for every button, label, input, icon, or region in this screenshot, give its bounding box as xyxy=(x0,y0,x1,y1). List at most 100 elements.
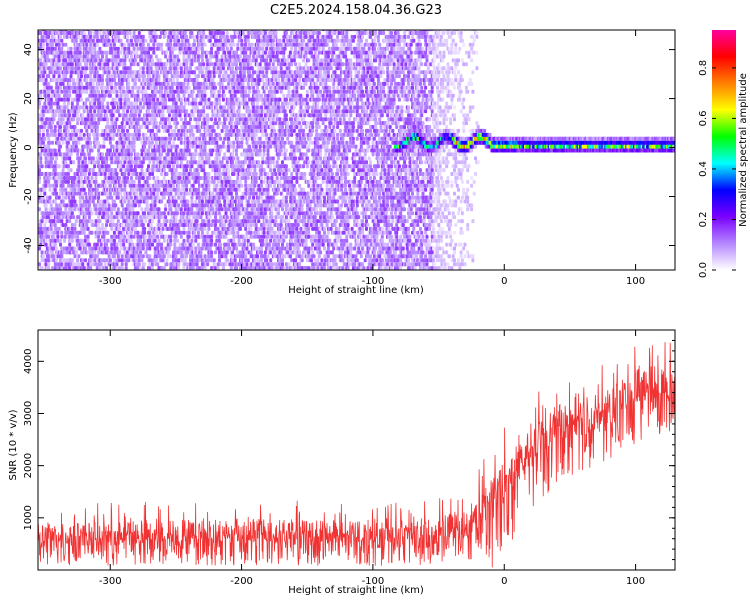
heatmap-cell xyxy=(219,203,223,208)
heatmap-cell xyxy=(102,97,106,102)
heatmap-cell xyxy=(49,230,53,235)
heatmap-cell xyxy=(112,117,116,122)
heatmap-cell xyxy=(132,117,136,122)
heatmap-cell xyxy=(144,50,148,55)
heatmap-cell xyxy=(56,230,60,235)
heatmap-cell xyxy=(207,78,211,82)
heatmap-cell xyxy=(53,242,57,247)
heatmap-cell xyxy=(191,144,195,149)
heatmap-cell xyxy=(217,101,221,106)
heatmap-cell xyxy=(162,211,166,216)
heatmap-cell xyxy=(95,144,99,149)
heatmap-cell xyxy=(216,226,220,231)
heatmap-cell xyxy=(199,215,203,220)
heatmap-cell xyxy=(139,199,143,204)
heatmap-cell xyxy=(227,172,231,176)
heatmap-cell xyxy=(204,187,208,192)
heatmap-cell xyxy=(60,234,64,239)
heatmap-cell xyxy=(120,211,124,216)
heatmap-cell xyxy=(183,258,187,263)
heatmap-cell xyxy=(194,81,198,86)
heatmap-cell xyxy=(175,238,179,243)
heatmap-cell xyxy=(89,109,93,114)
heatmap-cell xyxy=(123,160,127,165)
heatmap-cell xyxy=(64,207,68,212)
heatmap-cell xyxy=(61,195,65,200)
heatmap-cell xyxy=(55,93,59,98)
heatmap-cell xyxy=(56,136,60,141)
heatmap-cell xyxy=(129,132,133,137)
heatmap-cell xyxy=(53,160,57,165)
heatmap-cell xyxy=(128,66,132,71)
heatmap-cell xyxy=(123,66,127,71)
heatmap-cell xyxy=(136,187,140,192)
heatmap-cell xyxy=(77,176,81,180)
heatmap-cell xyxy=(70,132,74,137)
heatmap-cell xyxy=(86,234,90,239)
heatmap-cell xyxy=(106,152,110,157)
heatmap-cell xyxy=(204,199,208,204)
heatmap-cell xyxy=(135,164,139,169)
heatmap-cell xyxy=(212,258,216,263)
heatmap-cell xyxy=(190,207,194,212)
heatmap-cell xyxy=(143,117,147,122)
heatmap-cell xyxy=(157,195,161,200)
heatmap-cell xyxy=(52,183,56,188)
heatmap-cell xyxy=(43,223,47,227)
heatmap-cell xyxy=(157,42,161,47)
heatmap-cell xyxy=(187,42,191,47)
heatmap-cell xyxy=(123,219,127,224)
heatmap-cell xyxy=(141,160,145,165)
heatmap-cell xyxy=(132,46,136,51)
heatmap-cell xyxy=(143,101,147,106)
heatmap-cell xyxy=(131,242,135,247)
heatmap-cell xyxy=(182,172,186,176)
heatmap-cell xyxy=(57,74,61,79)
heatmap-cell xyxy=(202,66,206,71)
heatmap-cell xyxy=(56,211,60,216)
heatmap-cell xyxy=(38,262,41,267)
heatmap-cell xyxy=(47,262,51,267)
heatmap-cell xyxy=(124,50,128,55)
heatmap-cell xyxy=(84,156,87,161)
heatmap-cell xyxy=(183,203,187,208)
heatmap-cell xyxy=(123,191,127,196)
heatmap-cell xyxy=(107,38,111,43)
heatmap-cell xyxy=(160,246,164,251)
heatmap-cell xyxy=(194,238,198,243)
heatmap-cell xyxy=(220,160,224,165)
heatmap-cell xyxy=(95,242,99,247)
heatmap-cell xyxy=(101,93,104,98)
heatmap-cell xyxy=(139,250,143,255)
heatmap-cell xyxy=(64,78,68,82)
heatmap-cell xyxy=(102,117,106,122)
heatmap-cell xyxy=(126,128,129,133)
heatmap-cell xyxy=(196,74,200,79)
heatmap-cell xyxy=(44,164,48,169)
heatmap-cell xyxy=(210,223,214,227)
heatmap-cell xyxy=(84,70,87,75)
heatmap-cell xyxy=(217,121,221,126)
heatmap-cell xyxy=(173,238,177,243)
heatmap-cell xyxy=(135,156,139,161)
heatmap-cell xyxy=(139,66,143,71)
heatmap-cell xyxy=(191,54,195,59)
heatmap-cell xyxy=(224,211,228,216)
heatmap-cell xyxy=(78,78,82,82)
heatmap-cell xyxy=(212,109,216,114)
heatmap-cell xyxy=(212,70,216,75)
heatmap-cell xyxy=(127,168,131,173)
heatmap-cell xyxy=(123,105,127,110)
heatmap-cell xyxy=(120,81,124,86)
heatmap-cell xyxy=(162,164,166,169)
heatmap-cell xyxy=(63,109,66,114)
heatmap-cell xyxy=(174,101,178,106)
heatmap-cell xyxy=(57,58,61,63)
heatmap-cell xyxy=(106,199,110,204)
heatmap-cell xyxy=(97,101,101,106)
heatmap-cell xyxy=(47,266,51,270)
heatmap-cell xyxy=(49,85,53,90)
heatmap-cell xyxy=(211,191,215,196)
heatmap-cell xyxy=(80,70,83,75)
heatmap-cell xyxy=(191,113,195,118)
